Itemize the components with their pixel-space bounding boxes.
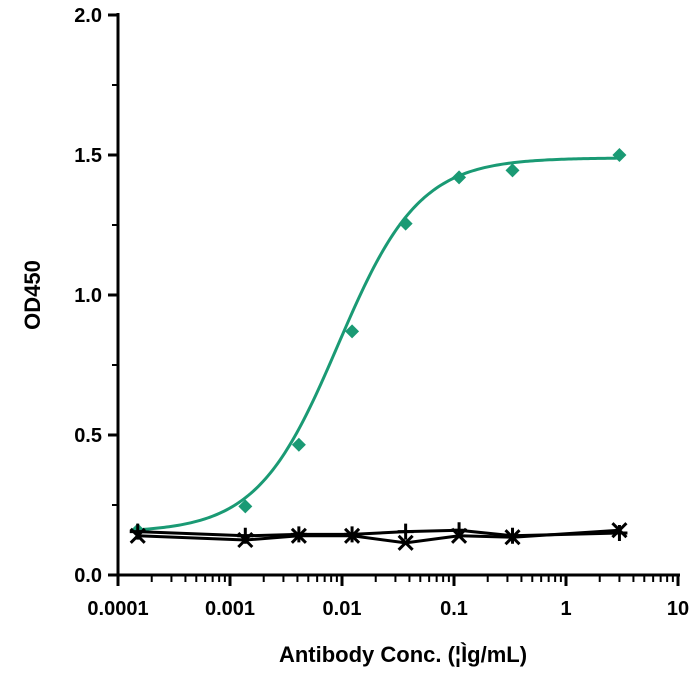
y-tick-label: 1.0	[74, 285, 102, 307]
x-axis-title: Antibody Conc. (¦Ìg/mL)	[279, 642, 527, 667]
y-tick-label: 0.0	[74, 565, 102, 587]
series-line	[137, 528, 620, 545]
y-tick-label: 0.5	[74, 425, 102, 447]
y-axis-title: OD450	[20, 260, 45, 330]
x-tick-label: 10	[667, 598, 689, 620]
data-point	[398, 216, 413, 231]
ticks: 0.0 0.5 1.0 1.5 2.0 0.0001 0.001 0.01 0.1 1 10	[74, 5, 689, 620]
x-tick-label: 1	[560, 598, 571, 620]
data-point	[344, 526, 361, 543]
x-tick-label: 0.001	[205, 598, 255, 620]
data-point	[504, 527, 521, 544]
data-point	[611, 525, 628, 541]
data-point	[505, 163, 520, 178]
y-tick-label: 1.5	[74, 145, 102, 167]
x-tick-label: 0.01	[323, 598, 362, 620]
series-1	[129, 522, 628, 551]
axes	[116, 13, 680, 577]
fit-curve	[137, 156, 620, 532]
data-point	[238, 499, 253, 514]
data-point	[291, 437, 306, 452]
y-tick-label: 2.0	[74, 5, 102, 27]
data-point	[452, 170, 467, 185]
data-point	[397, 534, 414, 551]
series-line	[137, 528, 620, 538]
data-point	[397, 523, 414, 540]
data-point	[451, 522, 468, 539]
data-point	[612, 148, 627, 162]
series-2	[129, 522, 628, 544]
series-layer	[129, 148, 628, 551]
data-point	[237, 527, 254, 544]
data-point	[129, 523, 146, 540]
x-tick-label: 0.0001	[87, 598, 148, 620]
data-point	[290, 526, 307, 543]
x-tick-label: 0.1	[440, 598, 468, 620]
series-0	[130, 148, 627, 538]
data-point	[345, 324, 360, 339]
